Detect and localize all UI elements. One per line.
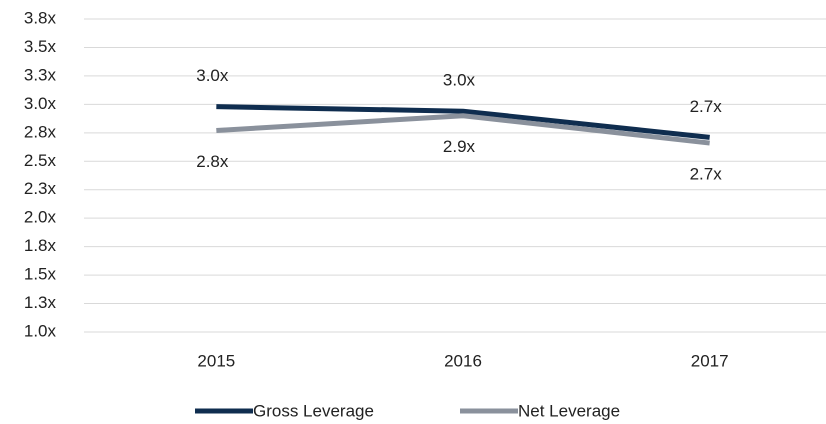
data-label: 3.0x bbox=[196, 66, 229, 85]
data-label: 2.7x bbox=[690, 97, 723, 116]
data-label: 2.8x bbox=[196, 152, 229, 171]
series-line bbox=[216, 104, 710, 140]
x-tick-label: 2015 bbox=[197, 351, 235, 370]
y-tick-label: 1.5x bbox=[24, 265, 57, 284]
y-tick-label: 3.3x bbox=[24, 65, 57, 84]
y-tick-label: 3.5x bbox=[24, 37, 57, 56]
data-label: 2.9x bbox=[443, 137, 476, 156]
y-tick-label: 2.8x bbox=[24, 122, 57, 141]
data-label: 2.7x bbox=[690, 165, 723, 184]
legend-label: Net Leverage bbox=[518, 401, 620, 420]
y-tick-label: 1.8x bbox=[24, 236, 57, 255]
y-tick-label: 2.5x bbox=[24, 151, 57, 170]
y-tick-label: 1.3x bbox=[24, 293, 57, 312]
y-tick-label: 2.3x bbox=[24, 179, 57, 198]
legend-label: Gross Leverage bbox=[253, 401, 374, 420]
y-tick-label: 2.0x bbox=[24, 208, 57, 227]
series-line bbox=[216, 113, 710, 146]
y-tick-label: 1.0x bbox=[24, 321, 57, 340]
y-tick-label: 3.8x bbox=[24, 8, 57, 27]
data-label: 3.0x bbox=[443, 71, 476, 90]
y-tick-label: 3.0x bbox=[24, 94, 57, 113]
x-tick-label: 2016 bbox=[444, 351, 482, 370]
x-tick-label: 2017 bbox=[691, 351, 729, 370]
